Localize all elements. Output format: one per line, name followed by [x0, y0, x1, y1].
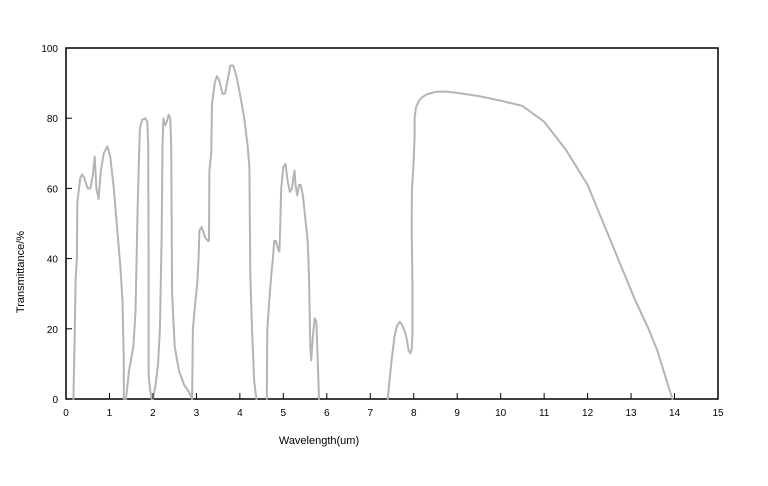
- x-tick-label: 8: [411, 408, 417, 419]
- transmittance-curve-segment: [191, 64, 258, 400]
- transmittance-curve-segment: [72, 145, 125, 400]
- x-axis: 0 1 2 3 4 5 6 7 8 9 10 11 12 13 14 15: [63, 393, 724, 419]
- x-tick-label: 12: [582, 408, 594, 419]
- x-tick-label: 3: [194, 408, 200, 419]
- plot-frame: [65, 47, 719, 400]
- x-tick-label: 14: [669, 408, 681, 419]
- x-tick-label: 7: [367, 408, 373, 419]
- x-axis-title: Wavelength(um): [279, 435, 359, 447]
- y-axis-title: Transmittance/%: [15, 231, 27, 313]
- y-tick-label: 0: [52, 395, 58, 406]
- y-tick-label: 80: [47, 114, 59, 125]
- x-tick-label: 2: [150, 408, 156, 419]
- x-tick-label: 11: [539, 408, 550, 419]
- x-tick-label: 1: [107, 408, 113, 419]
- x-tick-label: 15: [712, 408, 724, 419]
- transmittance-curve-segment: [265, 162, 320, 400]
- x-tick-label: 13: [626, 408, 638, 419]
- x-tick-label: 5: [281, 408, 287, 419]
- transmittance-curve-segment: [125, 117, 153, 400]
- transmittance-curve-segment: [386, 90, 674, 400]
- y-axis: 0 20 40 60 80 100: [41, 44, 72, 406]
- transmittance-curve-segment: [151, 113, 194, 400]
- x-tick-label: 10: [495, 408, 507, 419]
- y-tick-label: 40: [47, 255, 59, 266]
- transmittance-curves: [72, 64, 674, 400]
- x-tick-label: 6: [324, 408, 330, 419]
- y-tick-label: 100: [41, 44, 58, 55]
- x-tick-label: 9: [454, 408, 460, 419]
- y-tick-label: 20: [47, 325, 59, 336]
- y-tick-label: 60: [47, 184, 59, 195]
- x-tick-label: 4: [237, 408, 243, 419]
- x-tick-label: 0: [63, 408, 69, 419]
